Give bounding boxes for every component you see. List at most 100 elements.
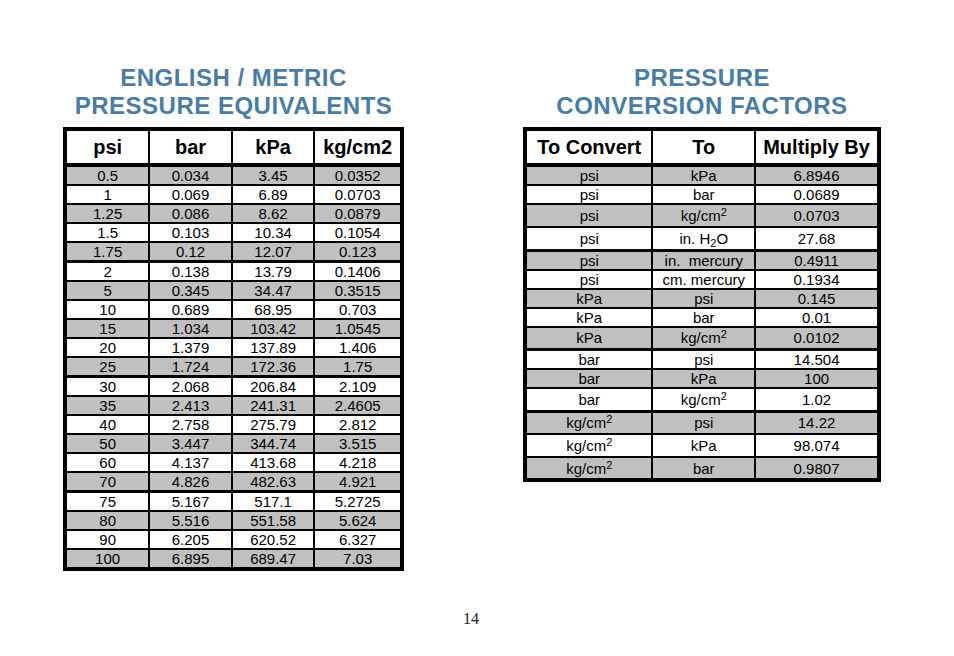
- table-row: kPapsi0.145: [525, 289, 879, 308]
- table-cell: 482.63: [232, 472, 315, 492]
- table-cell: 620.52: [232, 530, 315, 549]
- table-cell: 6.895: [149, 549, 232, 569]
- conversion-factors-title: PRESSURE CONVERSION FACTORS: [523, 64, 881, 120]
- table-cell: 0.12: [149, 242, 232, 262]
- table-row: 1.50.10310.340.1054: [65, 223, 402, 242]
- table-row: 201.379137.891.406: [65, 338, 402, 357]
- table-cell: kg/cm2: [652, 327, 755, 350]
- table-cell: 6.327: [314, 530, 402, 549]
- table-cell: 1: [65, 185, 149, 204]
- column-header: psi: [65, 129, 149, 165]
- table-cell: 20: [65, 338, 149, 357]
- table-cell: kPa: [525, 289, 652, 308]
- table-cell: 5.624: [314, 511, 402, 530]
- table-cell: 241.31: [232, 396, 315, 415]
- table-cell: 2.109: [314, 377, 402, 397]
- table-cell: bar: [652, 457, 755, 480]
- table-cell: in. mercury: [652, 250, 755, 270]
- table-cell: 1.379: [149, 338, 232, 357]
- conversion-factors-section: PRESSURE CONVERSION FACTORS To ConvertTo…: [523, 64, 881, 482]
- table-cell: psi: [525, 165, 652, 185]
- column-header: bar: [149, 129, 232, 165]
- table-cell: kg/cm2: [652, 388, 755, 411]
- table-cell: 0.689: [149, 300, 232, 319]
- english-metric-title-line2: PRESSURE EQUIVALENTS: [63, 92, 404, 120]
- table-row: 805.516551.585.624: [65, 511, 402, 530]
- table-row: 50.34534.470.3515: [65, 281, 402, 300]
- table-cell: 27.68: [755, 227, 879, 250]
- table-cell: 0.123: [314, 242, 402, 262]
- table-cell: psi: [652, 289, 755, 308]
- table-cell: 30: [65, 377, 149, 397]
- column-header: To Convert: [525, 129, 652, 165]
- table-row: 906.205620.526.327: [65, 530, 402, 549]
- table-cell: 0.703: [314, 300, 402, 319]
- table-cell: 1.75: [65, 242, 149, 262]
- table-cell: 50: [65, 434, 149, 453]
- table-row: 1.750.1212.070.123: [65, 242, 402, 262]
- table-row: barkPa100: [525, 369, 879, 388]
- table-cell: 3.45: [232, 165, 315, 185]
- table-cell: kg/cm2: [652, 204, 755, 227]
- table-cell: kPa: [652, 369, 755, 388]
- table-row: kPakg/cm20.0102: [525, 327, 879, 350]
- table-cell: 0.01: [755, 308, 879, 327]
- table-cell: kPa: [652, 434, 755, 457]
- table-cell: 12.07: [232, 242, 315, 262]
- table-cell: 1.75: [314, 357, 402, 377]
- table-row: 1.250.0868.620.0879: [65, 204, 402, 223]
- table-cell: 0.1406: [314, 262, 402, 282]
- table-cell: 90: [65, 530, 149, 549]
- table-cell: 25: [65, 357, 149, 377]
- conversion-factors-title-line1: PRESSURE: [523, 64, 881, 92]
- table-cell: 0.0689: [755, 185, 879, 204]
- table-row: 251.724172.361.75: [65, 357, 402, 377]
- table-cell: psi: [525, 227, 652, 250]
- table-cell: 0.5: [65, 165, 149, 185]
- table-row: 503.447344.743.515: [65, 434, 402, 453]
- table-cell: 100: [755, 369, 879, 388]
- table-cell: 2.068: [149, 377, 232, 397]
- table-row: kg/cm2psi14.22: [525, 411, 879, 434]
- table-cell: 0.0703: [314, 185, 402, 204]
- table-cell: 137.89: [232, 338, 315, 357]
- table-cell: bar: [525, 350, 652, 370]
- table-cell: 2.4605: [314, 396, 402, 415]
- table-cell: 0.0352: [314, 165, 402, 185]
- english-metric-title: ENGLISH / METRIC PRESSURE EQUIVALENTS: [63, 64, 404, 120]
- table-cell: psi: [652, 411, 755, 434]
- table-cell: psi: [652, 350, 755, 370]
- table-cell: 0.086: [149, 204, 232, 223]
- table-row: barkg/cm21.02: [525, 388, 879, 411]
- table-row: psibar0.0689: [525, 185, 879, 204]
- table-cell: 40: [65, 415, 149, 434]
- table-cell: 7.03: [314, 549, 402, 569]
- table-cell: 2.812: [314, 415, 402, 434]
- table-cell: 103.42: [232, 319, 315, 338]
- column-header: Multiply By: [755, 129, 879, 165]
- table-cell: bar: [652, 185, 755, 204]
- table-cell: psi: [525, 185, 652, 204]
- table-cell: 3.515: [314, 434, 402, 453]
- table-cell: bar: [525, 388, 652, 411]
- table-cell: kPa: [652, 165, 755, 185]
- table-cell: 0.0703: [755, 204, 879, 227]
- table-cell: 4.218: [314, 453, 402, 472]
- table-cell: kPa: [525, 327, 652, 350]
- table-cell: 0.3515: [314, 281, 402, 300]
- table-row: 0.50.0343.450.0352: [65, 165, 402, 185]
- table-cell: 2: [65, 262, 149, 282]
- table-cell: 75: [65, 492, 149, 512]
- table-cell: 5.516: [149, 511, 232, 530]
- table-cell: psi: [525, 204, 652, 227]
- table-row: psiin. mercury0.4911: [525, 250, 879, 270]
- column-header: kPa: [232, 129, 315, 165]
- table-row: psikg/cm20.0703: [525, 204, 879, 227]
- table-row: 151.034103.421.0545: [65, 319, 402, 338]
- table-cell: 34.47: [232, 281, 315, 300]
- table-row: kPabar0.01: [525, 308, 879, 327]
- table-cell: 0.0879: [314, 204, 402, 223]
- table-cell: 1.724: [149, 357, 232, 377]
- table-cell: 3.447: [149, 434, 232, 453]
- table-cell: 100: [65, 549, 149, 569]
